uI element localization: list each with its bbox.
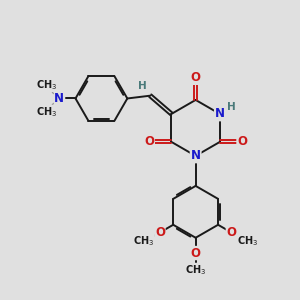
Text: H: H <box>138 81 146 91</box>
Text: N: N <box>190 149 201 162</box>
Text: O: O <box>190 71 201 84</box>
Text: O: O <box>226 226 236 239</box>
Text: H: H <box>227 103 236 112</box>
Text: CH$_3$: CH$_3$ <box>36 105 57 118</box>
Text: CH$_3$: CH$_3$ <box>36 78 57 92</box>
Text: N: N <box>54 92 64 105</box>
Text: CH$_3$: CH$_3$ <box>237 234 258 248</box>
Text: O: O <box>190 247 201 260</box>
Text: O: O <box>144 135 154 148</box>
Text: O: O <box>237 135 247 148</box>
Text: O: O <box>155 226 165 239</box>
Text: N: N <box>215 107 225 120</box>
Text: CH$_3$: CH$_3$ <box>133 234 154 248</box>
Text: CH$_3$: CH$_3$ <box>185 263 206 277</box>
